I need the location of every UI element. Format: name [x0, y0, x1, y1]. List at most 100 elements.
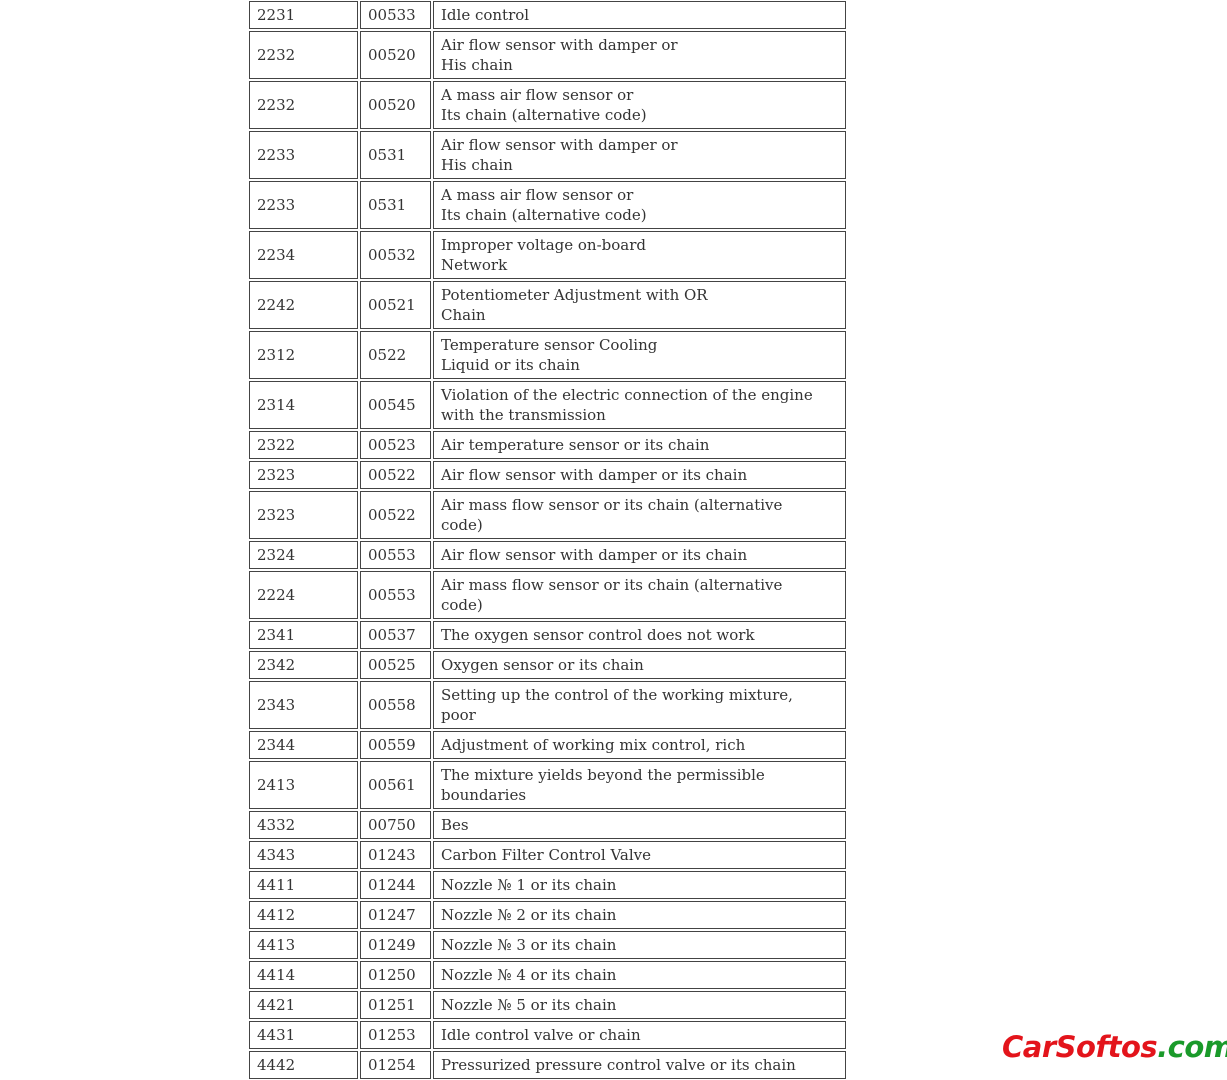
cell-vag-code: 01250: [360, 961, 431, 989]
watermark-name: CarSoftos: [1002, 1030, 1158, 1064]
cell-vag-code: 01254: [360, 1051, 431, 1079]
cell-vag-code: 00520: [360, 81, 431, 129]
table-row: 2323 00522 Air flow sensor with damper or …: [249, 461, 846, 489]
description-line: Air mass flow sensor or its chain (alter…: [441, 496, 783, 514]
cell-vag-code: 00533: [360, 1, 431, 29]
description-line: Its chain (alternative code): [441, 106, 647, 124]
cell-vag-code: 00558: [360, 681, 431, 729]
cell-code: 4332: [249, 811, 358, 839]
cell-code: 2341: [249, 621, 358, 649]
table-row: 4412 01247 Nozzle № 2 or its chain: [249, 901, 846, 929]
description-line: Air flow sensor with damper or its chain: [441, 546, 748, 564]
cell-vag-code: 00545: [360, 381, 431, 429]
table-row: 4411 01244 Nozzle № 1 or its chain: [249, 871, 846, 899]
table-row: 2232 00520 A mass air flow sensor or Its ch…: [249, 81, 846, 129]
description-line: A mass air flow sensor or: [441, 186, 634, 204]
cell-description: Oxygen sensor or its chain: [433, 651, 846, 679]
description-line: code): [441, 596, 483, 614]
cell-description: Air mass flow sensor or its chain (alter…: [433, 571, 846, 619]
cell-description: Air flow sensor with damper or its chain: [433, 461, 846, 489]
cell-description: A mass air flow sensor or Its chain (alte…: [433, 81, 846, 129]
table-row: 4332 00750 Bes: [249, 811, 846, 839]
cell-vag-code: 01243: [360, 841, 431, 869]
cell-code: 4421: [249, 991, 358, 1019]
table-row: 2242 00521 Potentiometer Adjustment with O…: [249, 281, 846, 329]
description-line: The mixture yields beyond the permissibl…: [441, 766, 765, 784]
cell-code: 2232: [249, 81, 358, 129]
cell-code: 2312: [249, 331, 358, 379]
table-row: 2314 00545 Violation of the electric conne…: [249, 381, 846, 429]
cell-vag-code: 01249: [360, 931, 431, 959]
description-line: Chain: [441, 306, 486, 324]
table-row: 2323 00522 Air mass flow sensor or its cha…: [249, 491, 846, 539]
watermark: CarSoftos.com: [1002, 1030, 1227, 1064]
cell-code: 2224: [249, 571, 358, 619]
cell-description: Air mass flow sensor or its chain (alter…: [433, 491, 846, 539]
cell-code: 2344: [249, 731, 358, 759]
cell-vag-code: 01253: [360, 1021, 431, 1049]
cell-description: Nozzle № 3 or its chain: [433, 931, 846, 959]
table-row: 4421 01251 Nozzle № 5 or its chain: [249, 991, 846, 1019]
description-line: Air flow sensor with damper or its chain: [441, 466, 748, 484]
cell-description: Pressurized pressure control valve or it…: [433, 1051, 846, 1079]
description-line: The oxygen sensor control does not work: [441, 626, 755, 644]
description-line: Air mass flow sensor or its chain (alter…: [441, 576, 783, 594]
table-row: 2343 00558 Setting up the control of the w…: [249, 681, 846, 729]
cell-code: 4411: [249, 871, 358, 899]
cell-code: 2231: [249, 1, 358, 29]
description-line: Air flow sensor with damper or: [441, 136, 678, 154]
table-row: 2233 0531 A mass air flow sensor or Its cha…: [249, 181, 846, 229]
cell-vag-code: 00532: [360, 231, 431, 279]
table-row: 2234 00532 Improper voltage on-board Networ…: [249, 231, 846, 279]
description-line: Liquid or its chain: [441, 356, 580, 374]
cell-code: 2323: [249, 461, 358, 489]
description-line: Air temperature sensor or its chain: [441, 436, 710, 454]
cell-description: A mass air flow sensor or Its chain (alte…: [433, 181, 846, 229]
cell-vag-code: 00525: [360, 651, 431, 679]
watermark-domain: .com: [1157, 1030, 1227, 1064]
description-line: Violation of the electric connection of …: [441, 386, 813, 404]
cell-code: 4442: [249, 1051, 358, 1079]
cell-code: 2233: [249, 181, 358, 229]
table-row: 2312 0522 Temperature sensor Cooling Liquid…: [249, 331, 846, 379]
cell-description: Air flow sensor with damper or its chain: [433, 541, 846, 569]
cell-description: The mixture yields beyond the permissibl…: [433, 761, 846, 809]
description-line: Oxygen sensor or its chain: [441, 656, 644, 674]
code-table: 2231 00533 Idle control 2232 00520 Air flow s…: [247, 0, 848, 1080]
table-row: 2232 00520 Air flow sensor with damper or H…: [249, 31, 846, 79]
description-line: Improper voltage on-board: [441, 236, 646, 254]
cell-description: Improper voltage on-board Network: [433, 231, 846, 279]
description-line: Idle control: [441, 6, 530, 24]
cell-code: 4414: [249, 961, 358, 989]
cell-vag-code: 00523: [360, 431, 431, 459]
cell-code: 2323: [249, 491, 358, 539]
cell-code: 2413: [249, 761, 358, 809]
description-line: Nozzle № 2 or its chain: [441, 906, 617, 924]
cell-vag-code: 0522: [360, 331, 431, 379]
description-line: with the transmission: [441, 406, 606, 424]
cell-description: Temperature sensor Cooling Liquid or its …: [433, 331, 846, 379]
description-line: His chain: [441, 156, 513, 174]
description-line: poor: [441, 706, 476, 724]
description-line: code): [441, 516, 483, 534]
cell-description: Air flow sensor with damper or His chain: [433, 31, 846, 79]
description-line: Idle control valve or chain: [441, 1026, 641, 1044]
cell-description: Idle control valve or chain: [433, 1021, 846, 1049]
description-line: Nozzle № 1 or its chain: [441, 876, 617, 894]
cell-vag-code: 01247: [360, 901, 431, 929]
cell-description: Idle control: [433, 1, 846, 29]
description-line: Temperature sensor Cooling: [441, 336, 658, 354]
table-row: 4442 01254 Pressurized pressure control va…: [249, 1051, 846, 1079]
table-row: 2342 00525 Oxygen sensor or its chain: [249, 651, 846, 679]
description-line: Air flow sensor with damper or: [441, 36, 678, 54]
cell-code: 2324: [249, 541, 358, 569]
description-line: Its chain (alternative code): [441, 206, 647, 224]
cell-description: Nozzle № 1 or its chain: [433, 871, 846, 899]
cell-code: 4343: [249, 841, 358, 869]
cell-vag-code: 0531: [360, 131, 431, 179]
cell-code: 4431: [249, 1021, 358, 1049]
cell-description: Air temperature sensor or its chain: [433, 431, 846, 459]
table-row: 2341 00537 The oxygen sensor control does …: [249, 621, 846, 649]
cell-code: 2322: [249, 431, 358, 459]
